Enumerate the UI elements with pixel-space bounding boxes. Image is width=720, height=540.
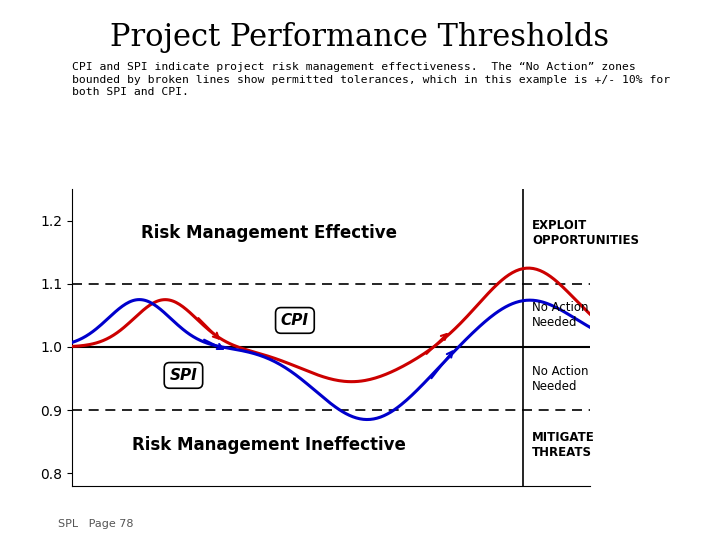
Text: No Action
Needed: No Action Needed xyxy=(532,364,589,393)
Text: Risk Management Ineffective: Risk Management Ineffective xyxy=(132,436,406,454)
Text: No Action
Needed: No Action Needed xyxy=(532,301,589,329)
Text: SPI: SPI xyxy=(170,368,197,383)
Text: bounded by broken lines show permitted tolerances, which in this example is +/- : bounded by broken lines show permitted t… xyxy=(72,75,670,85)
Text: CPI and SPI indicate project risk management effectiveness.  The “No Action” zon: CPI and SPI indicate project risk manage… xyxy=(72,62,636,72)
Text: SPL   Page 78: SPL Page 78 xyxy=(58,519,133,529)
Text: Risk Management Effective: Risk Management Effective xyxy=(141,224,397,242)
Text: Project Performance Thresholds: Project Performance Thresholds xyxy=(110,22,610,52)
Text: CPI: CPI xyxy=(281,313,309,328)
Text: both SPI and CPI.: both SPI and CPI. xyxy=(72,87,189,97)
Text: MITIGATE
THREATS: MITIGATE THREATS xyxy=(532,431,595,459)
Text: EXPLOIT
OPPORTUNITIES: EXPLOIT OPPORTUNITIES xyxy=(532,219,639,247)
